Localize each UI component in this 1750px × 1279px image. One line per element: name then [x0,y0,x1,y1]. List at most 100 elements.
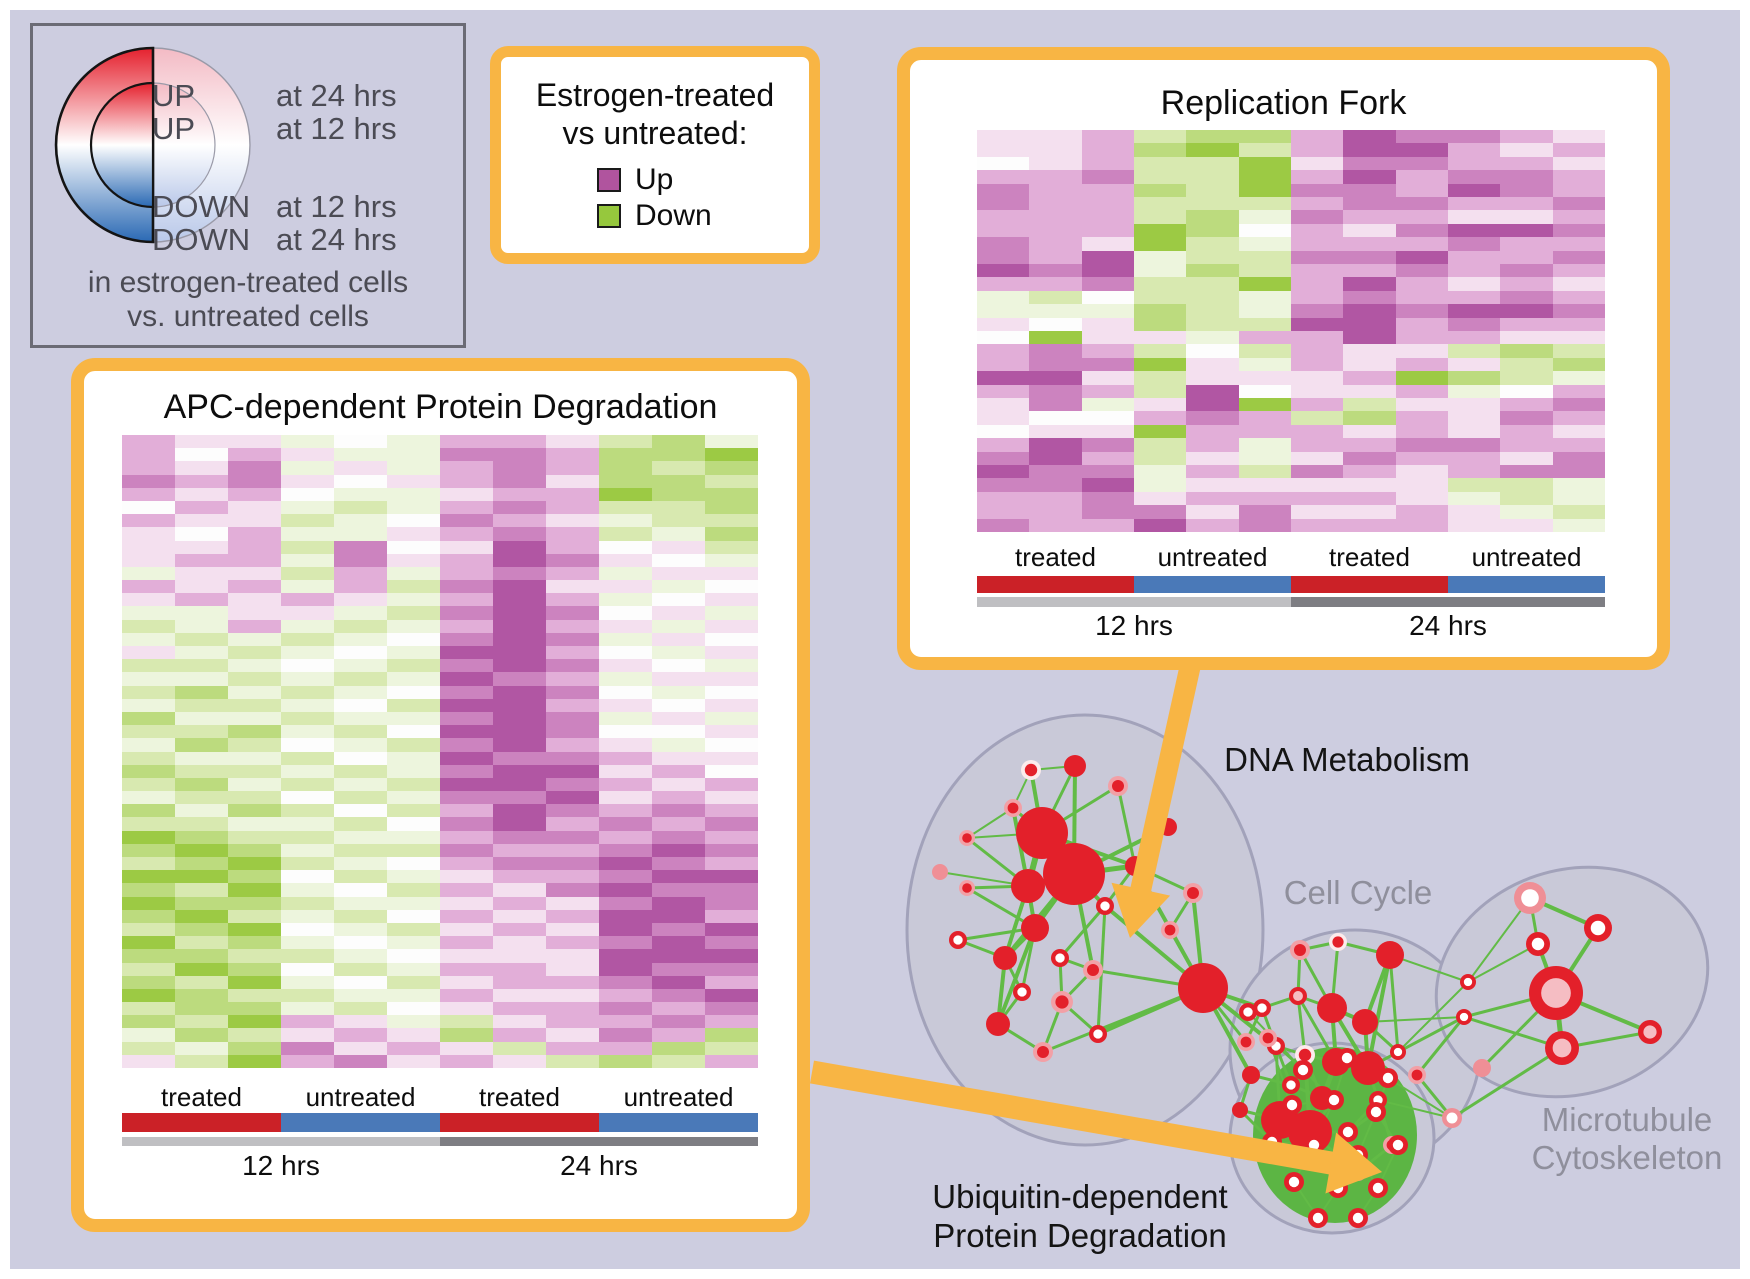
heatmap-cell [440,606,493,620]
heatmap-cell [977,384,1030,398]
heatmap-cell [977,143,1030,157]
heatmap-cell [1029,451,1082,465]
heatmap-cell [546,553,599,567]
heatmap-cell [1133,156,1187,171]
heatmap-cell [387,646,440,660]
heatmap-cell [1238,464,1291,479]
heatmap-cell [334,685,387,699]
heatmap-cell [1500,518,1553,532]
heatmap-cell [122,580,175,594]
heatmap-cell [652,1028,705,1042]
heatmap-cell [493,909,546,923]
heatmap-cell [705,566,758,581]
heatmap-cell [705,896,758,910]
heatmap-cell [1186,491,1239,506]
heatmap-cell [1343,424,1396,439]
heatmap-cell [1186,263,1239,278]
heatmap-cell [599,435,652,449]
heatmap-cell [440,791,493,805]
heatmap-cell [175,975,228,989]
heatmap-cell [334,751,387,765]
heatmap-cell [334,698,387,712]
heatmap-cell [228,1028,281,1042]
heatmap-cell [334,593,387,607]
heatmap-cell [1133,397,1187,412]
heatmap-cell [1029,317,1082,331]
heatmap-cell [387,698,440,712]
heatmap-cell [1343,317,1396,331]
heatmap-cell [1447,210,1501,224]
heatmap-cell [387,461,440,475]
heatmap-cell [546,725,599,739]
heatmap-cell [1343,237,1396,251]
legend-item-down: Down [597,199,712,233]
heatmap-cell [440,962,493,976]
heatmap-cell [546,672,599,686]
heatmap-cell [1290,223,1344,238]
heatmap-cell [977,277,1030,291]
heatmap-cell [546,1028,599,1042]
heatmap-cell [440,435,493,449]
heatmap-cell [599,1054,652,1068]
heatmap-cell [1447,130,1501,144]
heatmap-cell [1500,183,1553,197]
heatmap-cell [228,580,281,594]
heatmap-cell [1133,130,1187,144]
heatmap-cell [175,514,228,528]
heatmap-cell [175,553,228,567]
heatmap-cell [1395,384,1448,398]
heatmap-cell [546,593,599,607]
heatmap-cell [1081,290,1134,305]
heatmap-cell [546,791,599,805]
heatmap-cell [228,540,281,554]
heatmap-cell [387,936,440,950]
heatmap-cell [977,130,1030,144]
heatmap-cell [1238,451,1291,465]
heatmap-cell [977,397,1030,412]
heatmap-cell [228,725,281,739]
heatmap-cell [281,804,334,818]
heatmap-cell [1447,384,1501,398]
heatmap-cell [334,448,387,462]
heatmap-cell [705,646,758,660]
heatmap-cell [1447,438,1501,452]
heatmap-cell [387,474,440,488]
heatmap-cell [228,764,281,778]
heatmap-cell [1238,130,1291,144]
heatmap-cell [977,156,1030,171]
group-label-untreated-12: untreated [1157,542,1268,572]
heatmap-cell [599,975,652,989]
heatmap-cell [1395,411,1448,425]
heatmap-cell [652,764,705,778]
heatmap-cell [440,1054,493,1068]
heatmap-cell [546,698,599,712]
heatmap-cell [1500,464,1553,479]
heatmap-cell [175,540,228,554]
heatmap-cell [228,593,281,607]
heatmap-cell [1552,330,1605,345]
heatmap-cell [1343,518,1396,532]
heatmap-cell [1552,344,1605,358]
heatmap-cell [440,975,493,989]
heatmap-cell [1186,451,1239,465]
heatmap-cell [493,843,546,857]
heatmap-cell [281,698,334,712]
heatmap-cell [705,1028,758,1042]
heatmap-cell [228,962,281,976]
heatmap-cell [175,857,228,871]
heatmap-cell [1133,330,1187,345]
heatmap-cell [1186,237,1239,251]
heatmap-cell [440,909,493,923]
heatmap-cell [122,527,175,541]
network-node-center [962,833,972,843]
heatmap-cell [1395,143,1448,157]
heatmap-cell [977,357,1030,372]
network-node-center [1017,987,1027,997]
heatmap-cell [1500,250,1553,264]
heatmap-cell [1238,478,1291,492]
heatmap-cell [175,1041,228,1055]
heatmap-cell [599,711,652,726]
heatmap-cell [175,988,228,1003]
heatmap-cell [1552,263,1605,278]
